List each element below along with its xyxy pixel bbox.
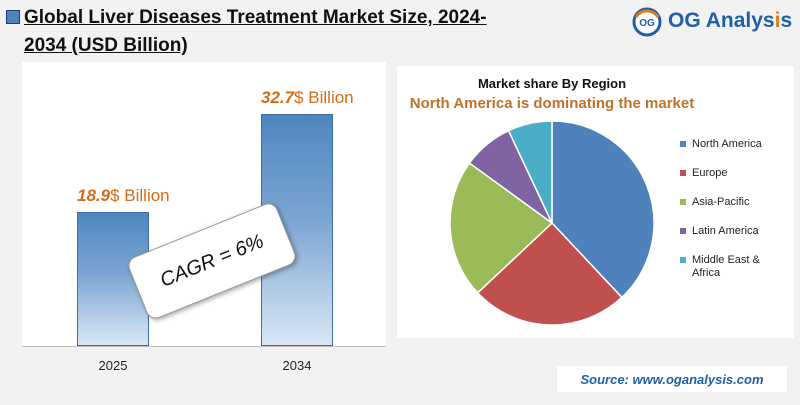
logo-text-suffix: s (780, 9, 793, 32)
pie-slice-europe (476, 221, 623, 326)
pie-chart-title: Market share By Region (477, 76, 627, 91)
legend-item-north-america: North America (680, 138, 790, 151)
logo-text: OG Analysis (668, 9, 792, 33)
legend-swatch (680, 141, 686, 147)
title-square-icon (6, 10, 20, 24)
pie-slice-asia-pacific (449, 161, 554, 294)
legend-label: Asia-Pacific (692, 196, 750, 208)
pie-chart-panel: Market share By Region North America is … (397, 66, 794, 338)
og-analysis-logo: OG OG Analysis (632, 7, 794, 39)
bar-value-label-2034: 32.7$ Billion (261, 88, 354, 108)
bar-value-unit: $ Billion (110, 185, 170, 205)
legend-item-middle-east-africa: Middle East & Africa (680, 254, 790, 280)
logo-text-accent: i (774, 9, 781, 32)
legend-swatch (680, 228, 686, 234)
x-tick-label-2034: 2034 (282, 358, 312, 373)
legend-label: North America (692, 138, 762, 150)
pie-slice-north-america (551, 120, 655, 299)
pie-chart (449, 120, 655, 326)
legend-item-latin-america: Latin America (680, 225, 790, 238)
bar-value-number: 18.9 (77, 185, 111, 205)
legend-swatch (680, 170, 686, 176)
pie-slice-middle-east-africa (507, 120, 553, 224)
bar-value-unit: $ Billion (294, 87, 354, 107)
logo-text-prefix: OG Analys (668, 9, 775, 32)
legend-label: Latin America (692, 225, 759, 237)
x-tick-label-2025: 2025 (98, 358, 128, 373)
pie-chart-subtitle: North America is dominating the market (409, 95, 695, 112)
legend-swatch (680, 199, 686, 205)
source-box: Source: www.oganalysis.com (557, 366, 787, 392)
legend-item-asia-pacific: Asia-Pacific (680, 196, 790, 209)
bar-value-label-2025: 18.9$ Billion (77, 186, 170, 206)
legend-label: Middle East & Africa (692, 254, 760, 279)
og-logo-mark-text: OG (639, 18, 655, 29)
legend-item-europe: Europe (680, 167, 790, 180)
bar-value-number: 32.7 (261, 87, 295, 107)
source-text: Source: www.oganalysis.com (580, 371, 764, 387)
chart-title: Global Liver Diseases Treatment Market S… (24, 7, 487, 56)
bar-chart-axis (22, 346, 386, 347)
legend-swatch (680, 257, 686, 263)
pie-legend: North America Europe Asia-Pacific Latin Ame… (680, 138, 790, 296)
og-logo-icon: OG (632, 7, 662, 37)
legend-label: Europe (692, 167, 728, 179)
